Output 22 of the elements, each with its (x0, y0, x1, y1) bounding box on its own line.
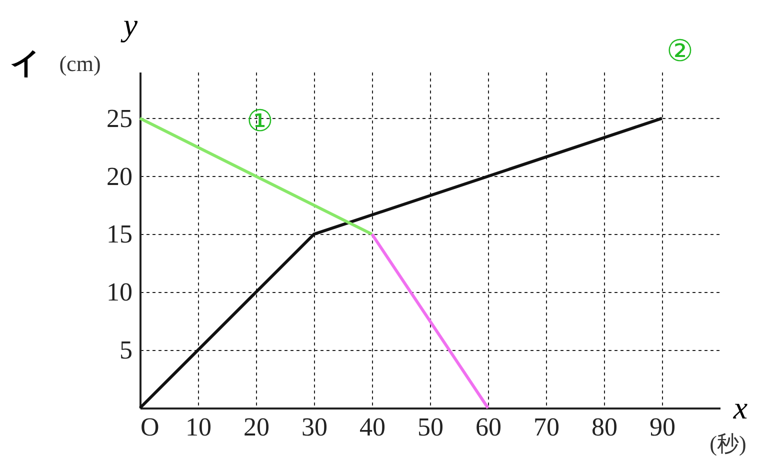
x-axis-title: x (732, 390, 748, 426)
text: ② (666, 35, 694, 68)
x-tick-label: 10 (186, 412, 212, 442)
text: (cm) (59, 51, 101, 76)
x-tick-label: 70 (534, 412, 560, 442)
y-axis-title: y (120, 6, 138, 42)
x-tick-label: 90 (650, 412, 676, 442)
y-tick-label: 25 (106, 104, 132, 133)
x-tick-label: 60 (476, 412, 502, 442)
y-tick-label: 20 (106, 162, 132, 191)
x-tick-label: 40 (360, 412, 386, 442)
y-tick-label: 10 (106, 278, 132, 307)
text: (秒) (710, 431, 746, 456)
x-tick-label: 20 (244, 412, 270, 442)
x-tick-label: 50 (418, 412, 444, 442)
x-tick-label: 30 (302, 412, 328, 442)
y-tick-label: 15 (106, 220, 132, 249)
y-tick-label: 5 (120, 336, 132, 365)
chart-title: イ (10, 47, 41, 80)
annotation: ① (246, 105, 274, 138)
x-tick-label: O (140, 412, 160, 442)
x-tick-label: 80 (592, 412, 618, 442)
